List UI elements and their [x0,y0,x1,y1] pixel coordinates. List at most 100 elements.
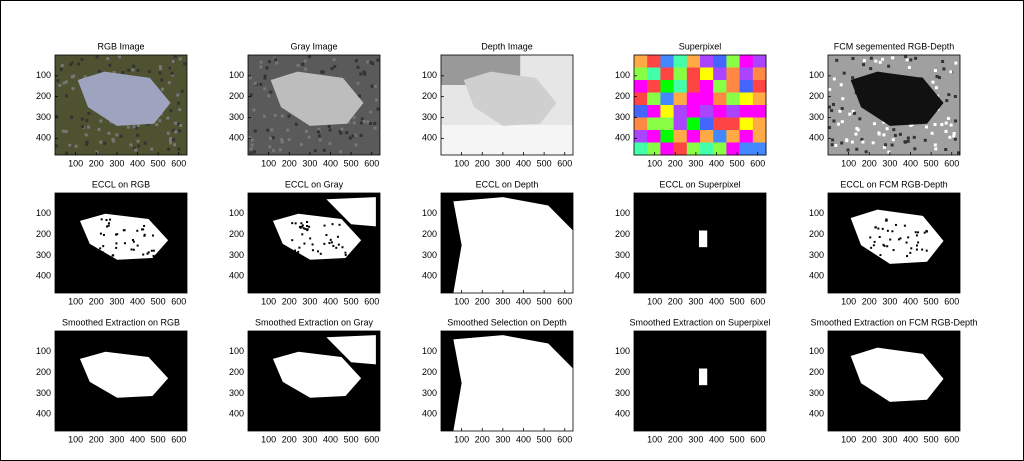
texture [85,142,89,146]
texture [177,101,181,105]
x-tick-label: 600 [364,296,379,306]
panel-title: Smoothed Selection on Depth [447,317,567,327]
texture [347,120,351,124]
texture [953,137,957,141]
x-tick-label: 400 [130,434,145,444]
texture [87,111,91,115]
speck [301,233,304,236]
superpixel [686,67,701,81]
speck [100,252,103,255]
x-tick-label: 400 [323,296,338,306]
image [634,331,766,431]
texture [274,58,278,62]
texture [259,60,263,64]
texture [348,136,352,140]
x-tick-label: 200 [282,434,297,444]
image [248,55,380,155]
image [828,55,960,155]
texture [263,76,267,80]
superpixel [634,80,648,93]
y-tick-label: 200 [809,367,824,377]
texture [952,132,956,136]
texture [80,57,84,61]
superpixel [647,142,661,156]
axes-box [54,330,188,432]
y-tick-label: 100 [615,346,630,356]
y-tick-label: 300 [615,112,630,122]
x-tick-label: 600 [944,434,959,444]
x-tick-label: 200 [89,434,104,444]
y-tick-label: 400 [422,271,437,281]
texture [170,71,174,75]
superpixel [673,92,688,106]
texture [268,145,272,149]
texture [366,120,370,124]
x-tick-label: 500 [344,158,359,168]
speck [923,231,926,234]
texture [70,75,74,79]
texture [263,87,267,91]
texture [168,138,172,142]
speck [152,254,155,257]
texture [373,84,377,88]
texture [56,79,60,83]
speck [886,245,889,248]
speck [881,227,884,230]
y-tick-label: 300 [615,388,630,398]
x-tick-label: 300 [882,296,897,306]
rock [270,71,364,126]
texture [250,143,254,147]
texture [887,150,891,154]
texture [913,147,917,151]
texture [108,63,112,67]
x-tick-label: 300 [495,296,510,306]
superpixel [673,142,688,156]
x-tick-label: 500 [924,158,939,168]
texture [874,59,878,63]
superpixel [713,130,727,143]
y-tick-label: 200 [422,229,437,239]
texture [328,128,332,132]
texture [956,151,960,155]
axes-box [247,330,381,432]
superpixel [700,67,714,81]
texture [294,122,298,126]
texture [266,128,270,132]
speck [909,251,912,254]
x-tick-label: 200 [668,158,683,168]
texture [136,133,140,137]
texture [375,98,379,102]
y-tick-label: 300 [422,112,437,122]
texture [132,125,136,129]
superpixel [739,92,754,106]
x-tick-label: 200 [475,158,490,168]
texture [832,77,836,81]
texture [356,65,360,69]
x-tick-label: 400 [516,434,531,444]
texture [270,128,274,132]
texture [946,116,950,120]
x-tick-label: 400 [903,158,918,168]
texture [317,134,321,138]
y-tick-label: 100 [229,346,244,356]
texture [871,141,875,145]
x-tick-label: 100 [68,158,83,168]
superpixel [634,142,648,156]
superpixel [739,130,754,143]
superpixel [739,105,754,118]
texture [853,111,857,115]
texture [376,58,380,62]
y-tick-label: 300 [809,250,824,260]
speck [130,248,133,251]
x-tick-label: 500 [537,434,552,444]
x-tick-label: 200 [89,296,104,306]
superpixel [686,92,701,106]
texture [872,122,876,126]
speck [316,250,319,253]
texture [933,143,937,147]
x-tick-label: 100 [68,434,83,444]
texture [869,56,873,60]
speck [115,246,118,249]
speck [879,254,882,257]
y-tick-label: 200 [36,229,51,239]
